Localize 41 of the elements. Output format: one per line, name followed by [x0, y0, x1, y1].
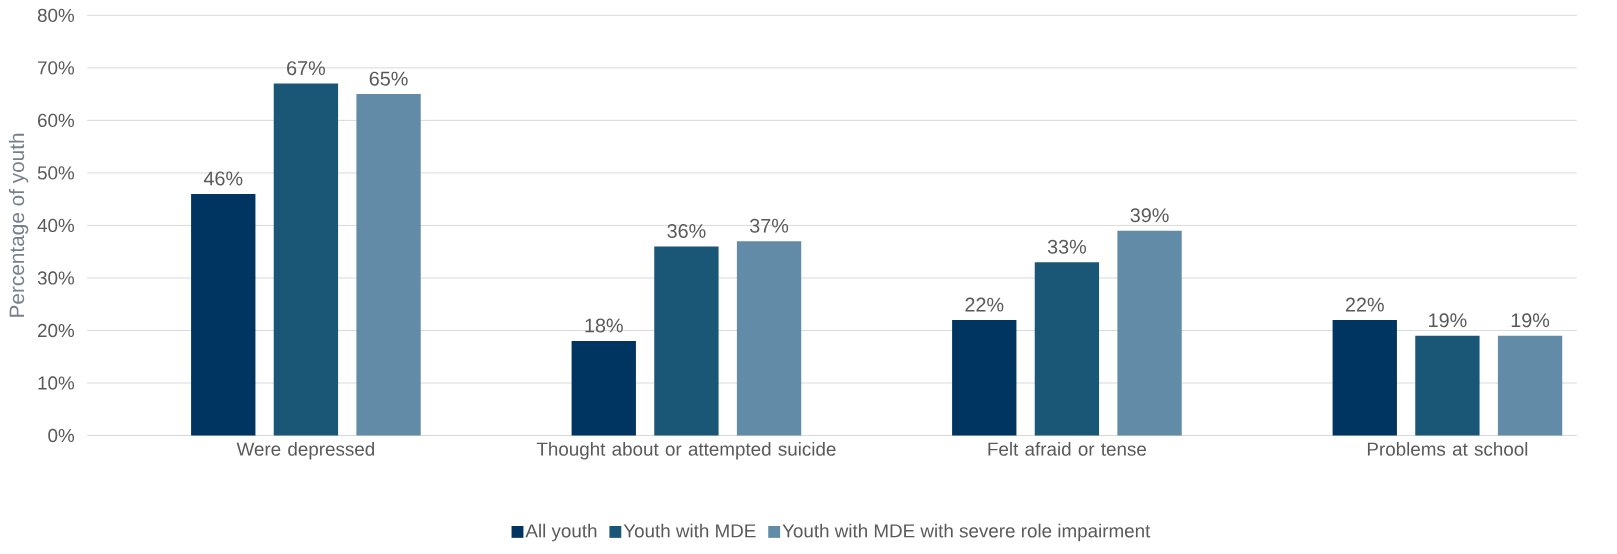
data-label: 18% — [585, 318, 623, 333]
data-label: 36% — [667, 223, 706, 238]
data-label: 22% — [1345, 297, 1384, 312]
bar — [273, 83, 339, 436]
y-tick-label: 80% — [37, 8, 75, 22]
data-label: 22% — [965, 297, 1004, 312]
data-label: 37% — [750, 218, 789, 233]
y-tick-label: 50% — [37, 166, 75, 180]
data-label: 67% — [287, 61, 325, 76]
x-tick-label: Were depressed — [236, 441, 374, 460]
data-label: 46% — [203, 171, 243, 186]
bar — [952, 319, 1017, 436]
y-tick-label: 0% — [48, 428, 75, 443]
y-tick-label: 10% — [38, 376, 75, 390]
y-tick-label: 60% — [38, 113, 75, 127]
bar — [571, 340, 636, 436]
bar — [356, 93, 421, 436]
y-axis-title: Percentage of youth — [8, 133, 29, 317]
x-tick-label: Problems at school — [1367, 441, 1528, 456]
bar — [191, 193, 256, 436]
data-label: 19% — [1429, 313, 1467, 328]
legend-label: Youth with MDE with severe role impairment — [782, 523, 1151, 542]
data-label: 65% — [369, 71, 408, 86]
data-label: 39% — [1130, 208, 1169, 223]
bar — [1034, 262, 1100, 436]
bar — [1117, 230, 1182, 436]
bar — [654, 246, 719, 436]
data-label: 19% — [1511, 313, 1550, 328]
bar — [1415, 335, 1480, 436]
x-tick-label: Felt afraid or tense — [988, 441, 1147, 456]
data-label: 33% — [1047, 239, 1087, 254]
legend-label: All youth — [525, 523, 597, 542]
y-tick-label: 20% — [38, 323, 75, 337]
y-tick-label: 40% — [37, 218, 75, 232]
y-tick-label: 70% — [38, 61, 75, 75]
x-tick-label: Thought about or attempted suicide — [536, 441, 836, 460]
y-tick-label: 30% — [37, 271, 75, 285]
bar — [736, 241, 802, 436]
bar — [1332, 319, 1397, 436]
legend-label: Youth with MDE — [623, 523, 756, 538]
bar — [1497, 335, 1563, 436]
